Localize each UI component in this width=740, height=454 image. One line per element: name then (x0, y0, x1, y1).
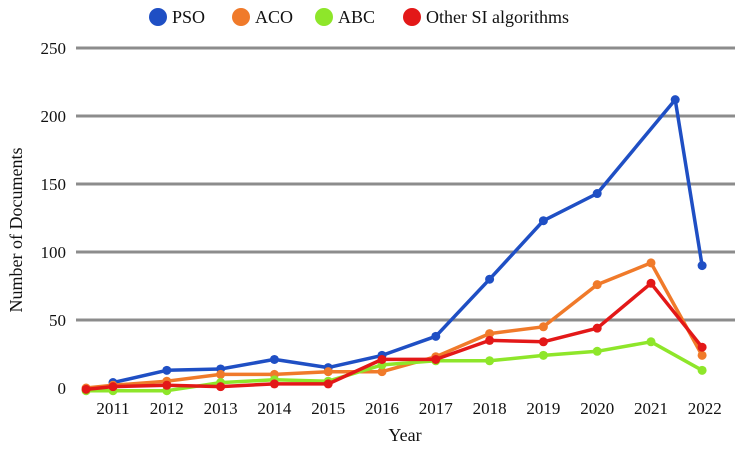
data-point (431, 331, 441, 341)
data-point (377, 354, 387, 364)
y-tick-label: 150 (41, 175, 67, 194)
data-point (670, 95, 680, 105)
legend-label: Other SI algorithms (426, 7, 569, 27)
x-tick-label: 2019 (526, 399, 560, 418)
data-point (538, 337, 548, 347)
gridlines (76, 46, 735, 322)
series-line (84, 281, 704, 392)
legend: PSO ACO ABC Other SI algorithms (149, 7, 569, 27)
data-point (592, 323, 602, 333)
data-point (697, 261, 707, 271)
data-point (485, 335, 495, 345)
y-axis-ticks: 0 50 100 150 200 250 (41, 39, 67, 398)
x-tick-label: 2011 (96, 399, 129, 418)
x-tick-label: 2022 (688, 399, 722, 418)
data-point (485, 329, 495, 339)
legend-marker (403, 8, 421, 26)
data-point (216, 382, 226, 392)
x-axis-ticks: 2011 2012 2013 2014 2015 2016 2017 2018 2019 2020… (96, 399, 721, 418)
series (81, 95, 707, 396)
x-tick-label: 2015 (311, 399, 345, 418)
data-point (538, 350, 548, 360)
data-point (538, 216, 548, 226)
data-point (646, 278, 656, 288)
data-point (108, 382, 118, 392)
x-tick-label: 2020 (580, 399, 614, 418)
x-tick-label: 2016 (365, 399, 399, 418)
data-point (697, 350, 707, 360)
y-tick-label: 200 (41, 107, 67, 126)
data-point (697, 342, 707, 352)
data-point (646, 258, 656, 268)
data-point (538, 322, 548, 332)
data-point (592, 346, 602, 356)
legend-marker (232, 8, 250, 26)
series-group (108, 95, 707, 388)
y-tick-label: 0 (58, 379, 67, 398)
x-tick-label: 2018 (473, 399, 507, 418)
series-line (84, 340, 704, 393)
legend-label: ABC (338, 7, 375, 27)
data-point (216, 369, 226, 379)
legend-marker (315, 8, 333, 26)
y-tick-label: 50 (49, 311, 66, 330)
x-tick-label: 2012 (150, 399, 184, 418)
data-point (269, 379, 279, 389)
data-point (269, 354, 279, 364)
data-point (592, 280, 602, 290)
data-point (323, 367, 333, 377)
data-point (485, 356, 495, 366)
y-tick-label: 100 (41, 243, 67, 262)
series-group (81, 278, 707, 394)
data-point (162, 365, 172, 375)
data-point (592, 189, 602, 199)
data-point (485, 274, 495, 284)
y-axis-title: Number of Documents (6, 148, 26, 313)
data-point (431, 354, 441, 364)
legend-marker (149, 8, 167, 26)
series-group (81, 258, 707, 393)
x-axis-title: Year (388, 425, 421, 445)
data-point (377, 367, 387, 377)
x-tick-label: 2014 (257, 399, 292, 418)
x-tick-label: 2017 (419, 399, 454, 418)
data-point (162, 380, 172, 390)
data-point (81, 384, 91, 394)
x-tick-label: 2013 (204, 399, 238, 418)
series-line (111, 97, 704, 385)
data-point (323, 379, 333, 389)
x-tick-label: 2021 (634, 399, 668, 418)
y-tick-label: 250 (41, 39, 67, 58)
data-point (697, 365, 707, 375)
legend-label: PSO (172, 7, 205, 27)
data-point (646, 337, 656, 347)
legend-label: ACO (255, 7, 293, 27)
